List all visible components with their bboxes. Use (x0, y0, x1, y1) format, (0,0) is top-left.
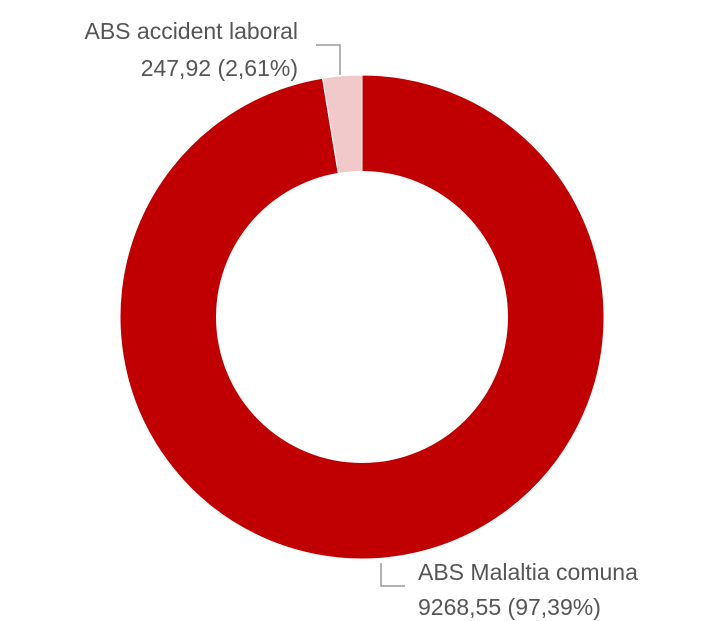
slice-percent-text: 97,39% (515, 594, 593, 620)
slice-percent-text: 2,61% (225, 55, 290, 81)
slice-value-label: 9268,55 (97,39%) (418, 594, 601, 620)
leader-line-malaltia-comuna (380, 563, 405, 587)
leader-line-accident-laboral (316, 44, 341, 75)
slice-label-accident-laboral: ABS accident laboral 247,92 (2,61%) (84, 18, 341, 81)
slice-name-label: ABS Malaltia comuna (418, 559, 638, 585)
slice-value-text: 9268,55 (418, 594, 501, 620)
slice-value-label: 247,92 (2,61%) (141, 55, 298, 81)
slice-value-text: 247,92 (141, 55, 211, 81)
donut-hole (216, 171, 508, 463)
slice-name-label: ABS accident laboral (84, 18, 298, 44)
slice-label-malaltia-comuna: ABS Malaltia comuna 9268,55 (97,39%) (380, 559, 638, 620)
